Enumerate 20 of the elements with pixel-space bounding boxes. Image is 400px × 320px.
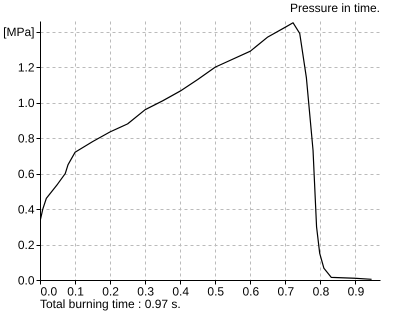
chart-title: Pressure in time. <box>290 1 380 15</box>
y-tick-label: [MPa] <box>3 25 34 40</box>
x-tick-label: 0.8 <box>312 284 330 298</box>
x-tick-label: 0.5 <box>207 284 224 298</box>
y-tick-label: 0.2 <box>18 238 35 252</box>
x-tick-label: 0.2 <box>102 284 120 298</box>
y-tick-label: 0.0 <box>18 274 35 288</box>
y-tick-label: 1.0 <box>18 96 35 110</box>
x-tick-label: 0.4 <box>172 284 190 298</box>
x-tick-label: 0.1 <box>67 284 84 298</box>
x-tick-label: 0.7 <box>278 284 295 298</box>
x-tick-label: 0.3 <box>137 284 154 298</box>
y-tick-label: 0.4 <box>18 202 35 217</box>
y-tick-label: 1.2 <box>18 60 35 75</box>
y-tick-label: 0.8 <box>18 132 35 146</box>
text: Total burning time : 0.97 s. <box>40 297 181 311</box>
x-tick-label: 0.9 <box>348 284 365 298</box>
y-tick-label: 0.6 <box>18 167 35 182</box>
x-tick-label: 0.6 <box>242 284 260 298</box>
x-tick-label: 0.0 <box>40 284 58 298</box>
